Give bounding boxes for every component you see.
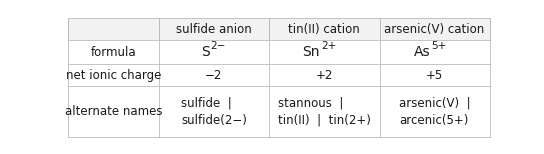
Bar [269, 40, 380, 64]
Text: S: S [201, 45, 209, 59]
Text: 2+: 2+ [321, 41, 336, 51]
Text: −2: −2 [205, 69, 222, 82]
Bar [269, 18, 380, 40]
Bar [269, 86, 380, 137]
Bar [159, 18, 269, 40]
Text: +2: +2 [316, 69, 333, 82]
Text: 2−: 2− [211, 41, 226, 51]
Bar [68, 86, 159, 137]
Text: sulfide  |
sulfide(2−): sulfide | sulfide(2−) [181, 97, 247, 127]
Text: net ionic charge: net ionic charge [66, 69, 161, 82]
Bar [380, 40, 490, 64]
Text: +5: +5 [426, 69, 443, 82]
Text: 5+: 5+ [431, 41, 447, 51]
Text: formula: formula [90, 46, 136, 59]
Bar [159, 40, 269, 64]
Text: As: As [414, 45, 430, 59]
Text: arsenic(V)  |
arcenic(5+): arsenic(V) | arcenic(5+) [399, 97, 471, 127]
Bar [159, 86, 269, 137]
Bar [68, 18, 159, 40]
Text: stannous  |
tin(II)  |  tin(2+): stannous | tin(II) | tin(2+) [278, 97, 371, 127]
Text: alternate names: alternate names [65, 105, 162, 118]
Text: arsenic(V) cation: arsenic(V) cation [385, 23, 485, 36]
Bar [380, 64, 490, 86]
Bar [269, 64, 380, 86]
Bar [68, 64, 159, 86]
Bar [68, 40, 159, 64]
Bar [380, 86, 490, 137]
Text: tin(II) cation: tin(II) cation [288, 23, 360, 36]
Text: sulfide anion: sulfide anion [176, 23, 252, 36]
Bar [159, 64, 269, 86]
Bar [380, 18, 490, 40]
Text: Sn: Sn [302, 45, 320, 59]
